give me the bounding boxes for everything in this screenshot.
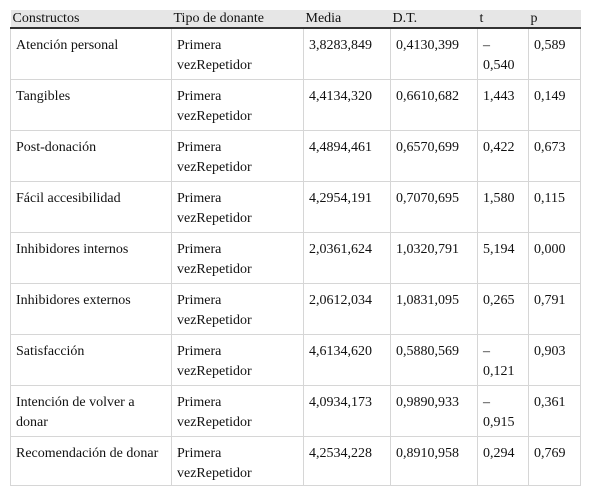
- table-cell: Primera vezRepetidor: [171, 436, 304, 486]
- header-cell: Tipo de donante: [171, 10, 304, 29]
- table-cell: 2,0612,034: [303, 283, 391, 335]
- table-row: Satisfacción Primera vezRepetidor 4,6134,6…: [10, 334, 581, 386]
- table-cell: Intención de volver a donar: [10, 385, 172, 437]
- table-cell: 0,4130,399: [390, 27, 478, 80]
- table-cell: – 0,121: [477, 334, 529, 386]
- table-row: Post-donación Primera vezRepetidor 4,4894,…: [10, 130, 581, 182]
- table-cell: 1,443: [477, 79, 529, 131]
- table-cell: 0,265: [477, 283, 529, 335]
- table-cell: 4,4134,320: [303, 79, 391, 131]
- table-cell: Atención personal: [10, 27, 172, 80]
- table-cell: 4,2954,191: [303, 181, 391, 233]
- table-cell: Post-donación: [10, 130, 172, 182]
- table-cell: – 0,915: [477, 385, 529, 437]
- table-row: Inhibidores externos Primera vezRepetidor…: [10, 283, 581, 335]
- table-cell: 0,903: [528, 334, 581, 386]
- header-cell: Constructos: [10, 10, 172, 29]
- table-cell: 1,0831,095: [390, 283, 478, 335]
- table-cell: 4,6134,620: [303, 334, 391, 386]
- header-cell: p: [528, 10, 581, 29]
- table-cell: 5,194: [477, 232, 529, 284]
- table-cell: Primera vezRepetidor: [171, 232, 304, 284]
- table-cell: 0,6570,699: [390, 130, 478, 182]
- header-cell: D.T.: [390, 10, 478, 29]
- table-cell: 0,115: [528, 181, 581, 233]
- table-cell: 0,791: [528, 283, 581, 335]
- table-cell: Satisfacción: [10, 334, 172, 386]
- table-cell: 0,5880,569: [390, 334, 478, 386]
- table-cell: 0,9890,933: [390, 385, 478, 437]
- table-cell: 0,6610,682: [390, 79, 478, 131]
- header-cell: t: [477, 10, 529, 29]
- table-cell: 4,4894,461: [303, 130, 391, 182]
- table-cell: 0,361: [528, 385, 581, 437]
- table-cell: 0,000: [528, 232, 581, 284]
- table-cell: Tangibles: [10, 79, 172, 131]
- table-cell: 0,149: [528, 79, 581, 131]
- table-row: Tangibles Primera vezRepetidor 4,4134,320 0…: [10, 79, 581, 131]
- table-row: Atención personal Primera vezRepetidor 3,8…: [10, 27, 581, 80]
- table-cell: 4,0934,173: [303, 385, 391, 437]
- table-cell: 0,422: [477, 130, 529, 182]
- header-cell: Media: [303, 10, 391, 29]
- table-row: Intención de volver a donar Primera vezRe…: [10, 385, 581, 437]
- table-cell: Recomendación de donar: [10, 436, 172, 486]
- table-cell: 0,7070,695: [390, 181, 478, 233]
- table-cell: Primera vezRepetidor: [171, 334, 304, 386]
- table-cell: 4,2534,228: [303, 436, 391, 486]
- table-cell: Primera vezRepetidor: [171, 283, 304, 335]
- table-cell: 1,580: [477, 181, 529, 233]
- table-cell: Primera vezRepetidor: [171, 130, 304, 182]
- table-cell: Primera vezRepetidor: [171, 79, 304, 131]
- data-table: Constructos Tipo de donante Media D.T. t p At…: [10, 10, 581, 486]
- table-cell: 0,589: [528, 27, 581, 80]
- table-cell: – 0,540: [477, 27, 529, 80]
- table-cell: Primera vezRepetidor: [171, 385, 304, 437]
- table-cell: Primera vezRepetidor: [171, 181, 304, 233]
- table-cell: 0,673: [528, 130, 581, 182]
- table-cell: 0,769: [528, 436, 581, 486]
- table-cell: Fácil accesibilidad: [10, 181, 172, 233]
- table-cell: Inhibidores externos: [10, 283, 172, 335]
- table-cell: 2,0361,624: [303, 232, 391, 284]
- table-cell: 3,8283,849: [303, 27, 391, 80]
- table-cell: 0,8910,958: [390, 436, 478, 486]
- header-row: Constructos Tipo de donante Media D.T. t p: [10, 10, 581, 29]
- table-row: Inhibidores internos Primera vezRepetidor…: [10, 232, 581, 284]
- table-row: Recomendación de donar Primera vezRepetid…: [10, 436, 581, 486]
- table-cell: Inhibidores internos: [10, 232, 172, 284]
- table-row: Fácil accesibilidad Primera vezRepetidor 4…: [10, 181, 581, 233]
- table-body: Atención personal Primera vezRepetidor 3,8…: [10, 27, 581, 486]
- table-cell: 0,294: [477, 436, 529, 486]
- table-cell: Primera vezRepetidor: [171, 27, 304, 80]
- table-cell: 1,0320,791: [390, 232, 478, 284]
